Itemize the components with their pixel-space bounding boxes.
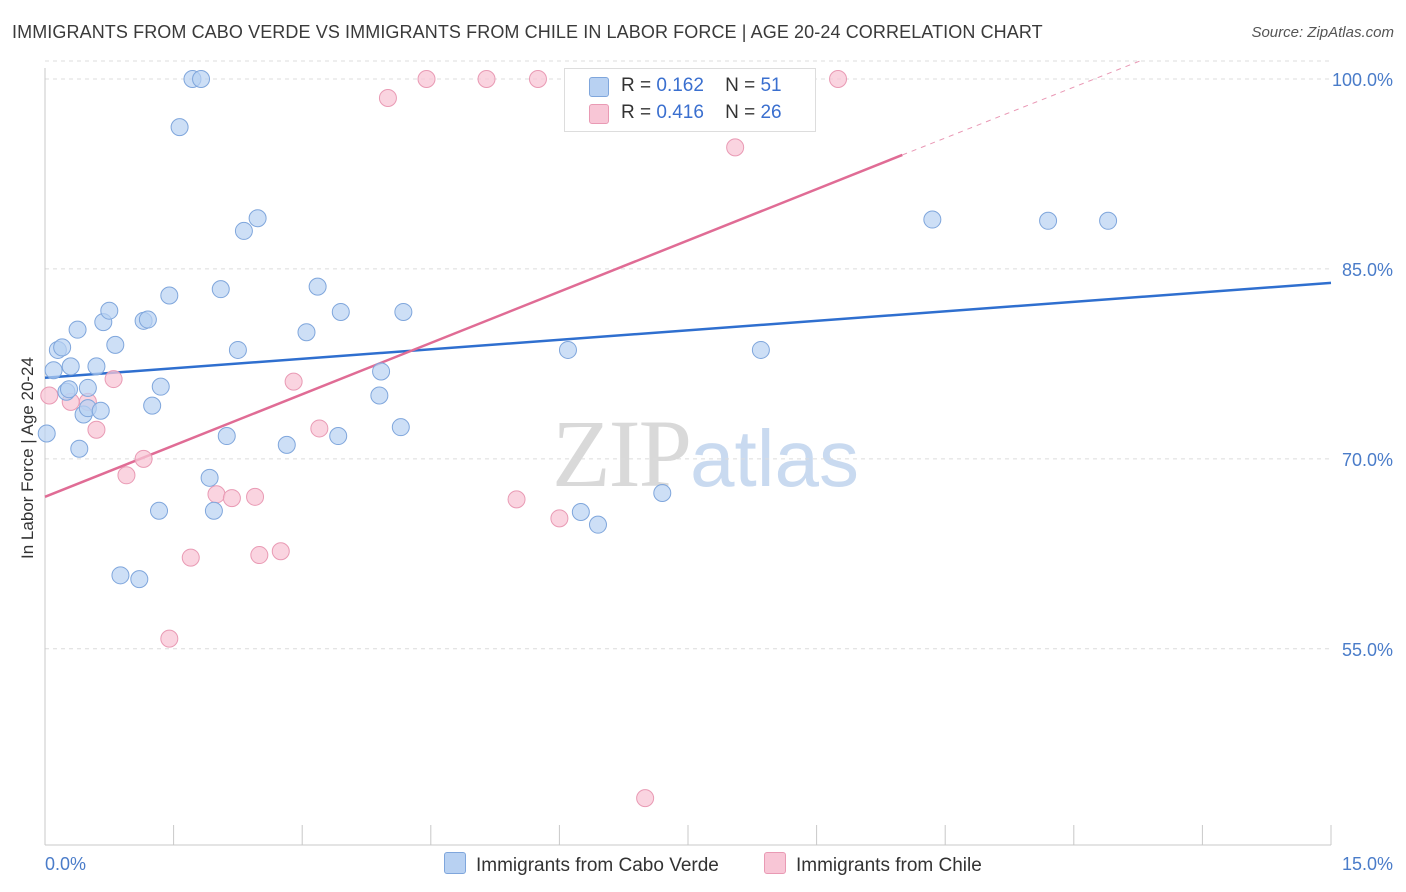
cabo-verde-point bbox=[228, 340, 247, 359]
bottom-legend-label-1: Immigrants from Cabo Verde bbox=[476, 855, 719, 876]
y-tick-label: 55.0% bbox=[1342, 640, 1393, 660]
cabo-verde-point bbox=[150, 501, 169, 520]
cabo-verde-point bbox=[391, 418, 410, 437]
cabo-verde-point bbox=[111, 566, 130, 585]
bottom-legend-chile: Immigrants from Chile bbox=[764, 852, 982, 877]
bottom-legend-cabo-verde: Immigrants from Cabo Verde bbox=[444, 852, 719, 877]
chile-point bbox=[284, 372, 303, 391]
cabo-verde-point bbox=[923, 210, 942, 229]
cabo-verde-point bbox=[37, 424, 56, 443]
cabo-verde-point bbox=[106, 335, 125, 354]
trend-line-cabo-verde bbox=[44, 281, 1332, 380]
chile-point bbox=[417, 69, 436, 88]
cabo-verde-point bbox=[211, 280, 230, 299]
cabo-verde-point bbox=[44, 361, 63, 380]
cabo-verde-point bbox=[138, 310, 157, 329]
x-tick-label-max: 15.0% bbox=[1342, 854, 1393, 874]
cabo-verde-point bbox=[653, 484, 672, 503]
correlation-legend: R = 0.162 N = 51 R = 0.416 N = 26 bbox=[564, 68, 816, 132]
cabo-verde-point bbox=[308, 277, 327, 296]
chile-point bbox=[134, 449, 153, 468]
chile-point bbox=[222, 489, 241, 508]
legend-r-value-2: 0.416 bbox=[656, 102, 704, 123]
legend-n-value-1: 51 bbox=[760, 75, 782, 96]
chile-point bbox=[117, 466, 136, 485]
chile-point bbox=[160, 629, 179, 648]
cabo-verde-point bbox=[170, 118, 189, 137]
cabo-verde-point bbox=[217, 427, 236, 446]
legend-swatch-blue bbox=[589, 77, 609, 97]
chile-point bbox=[246, 487, 265, 506]
cabo-verde-point bbox=[394, 302, 413, 321]
legend-r-value-1: 0.162 bbox=[656, 75, 704, 96]
cabo-verde-point bbox=[588, 515, 607, 534]
cabo-verde-point bbox=[571, 503, 590, 522]
cabo-verde-point bbox=[370, 386, 389, 405]
y-axis-label: In Labor Force | Age 20-24 bbox=[18, 357, 37, 559]
chart-title: IMMIGRANTS FROM CABO VERDE VS IMMIGRANTS… bbox=[12, 22, 1043, 42]
cabo-verde-point bbox=[248, 209, 267, 228]
legend-r-label: R = bbox=[621, 102, 652, 123]
chile-point bbox=[40, 386, 59, 405]
cabo-verde-point bbox=[87, 357, 106, 376]
cabo-verde-point bbox=[331, 302, 350, 321]
cabo-verde-point bbox=[372, 362, 391, 381]
cabo-verde-point bbox=[192, 69, 211, 88]
chile-point bbox=[829, 69, 848, 88]
cabo-verde-point bbox=[160, 286, 179, 305]
legend-r-label: R = bbox=[621, 75, 652, 96]
y-tick-label: 100.0% bbox=[1332, 70, 1393, 90]
cabo-verde-point bbox=[277, 435, 296, 454]
cabo-verde-point bbox=[143, 396, 162, 415]
chile-point bbox=[477, 69, 496, 88]
trend-line-chile bbox=[44, 153, 903, 498]
chile-point bbox=[726, 138, 745, 157]
cabo-verde-point bbox=[234, 221, 253, 240]
chile-point bbox=[250, 546, 269, 565]
cabo-verde-point bbox=[53, 338, 72, 357]
cabo-verde-point bbox=[558, 340, 577, 359]
cabo-verde-point bbox=[68, 320, 87, 339]
cabo-verde-point bbox=[130, 570, 149, 589]
source-label: Source: ZipAtlas.com bbox=[1251, 24, 1394, 41]
cabo-verde-point bbox=[1099, 211, 1118, 230]
chile-point bbox=[271, 542, 290, 561]
chile-point bbox=[207, 485, 226, 504]
bottom-legend-label-2: Immigrants from Chile bbox=[796, 855, 982, 876]
cabo-verde-point bbox=[204, 501, 223, 520]
y-tick-label: 70.0% bbox=[1342, 450, 1393, 470]
chile-point bbox=[636, 789, 655, 808]
chile-point bbox=[528, 69, 547, 88]
legend-n-label: N = bbox=[725, 102, 756, 123]
legend-swatch-pink bbox=[589, 104, 609, 124]
cabo-verde-point bbox=[70, 439, 89, 458]
cabo-verde-point bbox=[91, 401, 110, 420]
chile-point bbox=[310, 419, 329, 438]
trend-line-chile-extension bbox=[902, 59, 1143, 156]
legend-n-value-2: 26 bbox=[760, 102, 782, 123]
cabo-verde-point bbox=[78, 378, 97, 397]
chile-point bbox=[181, 548, 200, 567]
chile-point bbox=[104, 370, 123, 389]
bottom-legend-swatch-blue bbox=[444, 852, 466, 874]
cabo-verde-point bbox=[60, 380, 79, 399]
y-tick-label: 85.0% bbox=[1342, 260, 1393, 280]
cabo-verde-point bbox=[297, 323, 316, 342]
cabo-verde-point bbox=[751, 340, 770, 359]
cabo-verde-point bbox=[61, 357, 80, 376]
legend-n-label: N = bbox=[725, 75, 756, 96]
x-tick-label-min: 0.0% bbox=[45, 854, 86, 874]
cabo-verde-point bbox=[151, 377, 170, 396]
cabo-verde-point bbox=[200, 468, 219, 487]
cabo-verde-point bbox=[1039, 211, 1058, 230]
chile-point bbox=[87, 420, 106, 439]
bottom-legend-swatch-pink bbox=[764, 852, 786, 874]
cabo-verde-point bbox=[100, 301, 119, 320]
cabo-verde-point bbox=[329, 427, 348, 446]
chile-point bbox=[550, 509, 569, 528]
chile-point bbox=[507, 490, 526, 509]
chile-point bbox=[378, 88, 397, 107]
